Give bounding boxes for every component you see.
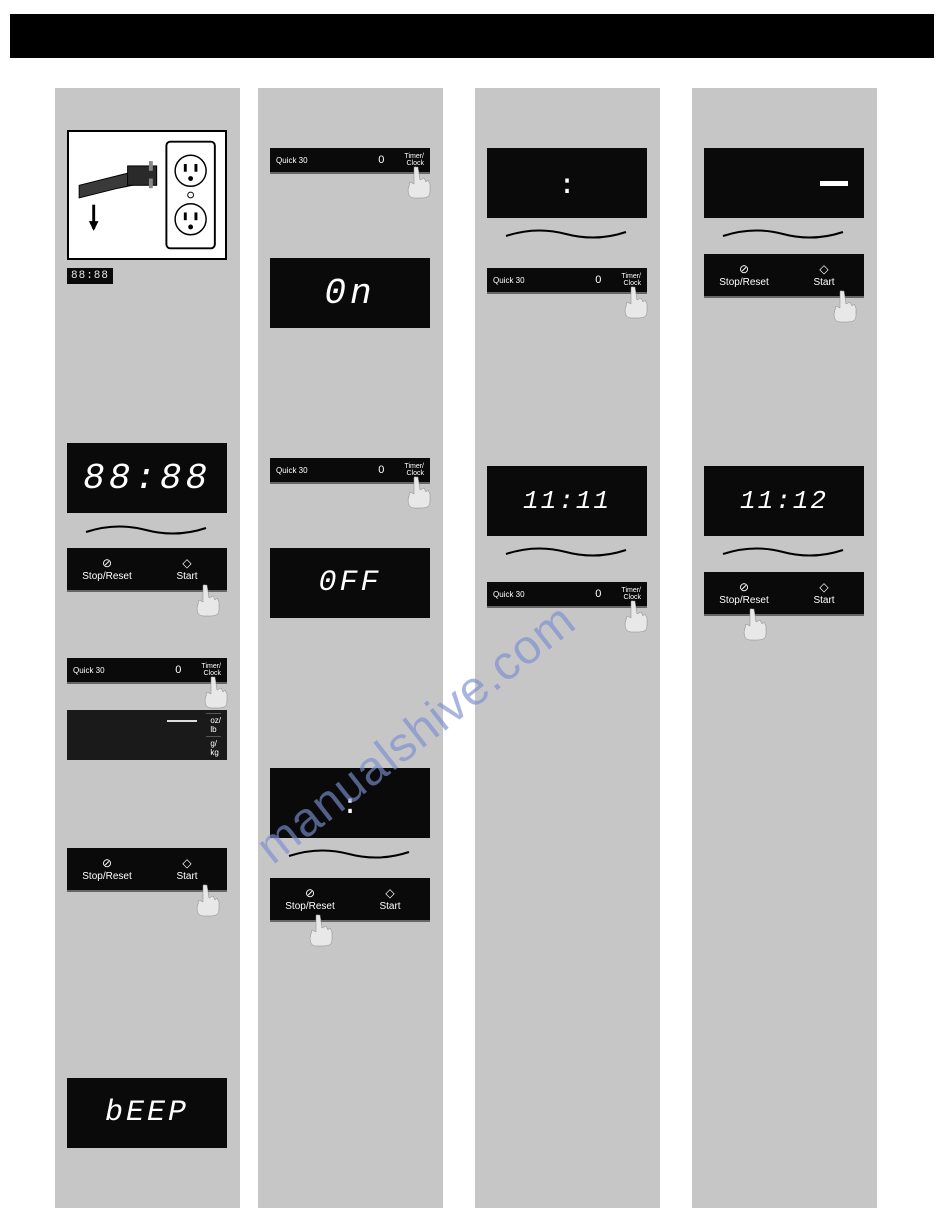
start-label: Start: [813, 595, 834, 606]
zero-label[interactable]: 0: [595, 588, 601, 600]
wave-line: [501, 224, 631, 244]
start-label: Start: [813, 277, 834, 288]
display-dash: [704, 148, 864, 218]
quick30-bar-3b: Quick 30 0 Timer/Clock: [487, 582, 647, 608]
quick30-label[interactable]: Quick 30: [276, 466, 378, 475]
stop-start-bar-1: ⊘ Stop/Reset ◇ Start: [67, 548, 227, 592]
start-label: Start: [176, 571, 197, 582]
zero-label[interactable]: 0: [595, 274, 601, 286]
stop-icon: ⊘: [305, 887, 315, 899]
dash-segment: [820, 181, 848, 186]
column-1: 88:88 88:88 ⊘ Stop/Reset ◇ Start Quick 3…: [55, 88, 240, 1208]
stop-reset-label: Stop/Reset: [719, 595, 768, 606]
wave-line: [718, 224, 848, 244]
stop-reset-label: Stop/Reset: [719, 277, 768, 288]
zero-label[interactable]: 0: [378, 464, 384, 476]
start-label: Start: [176, 871, 197, 882]
quick30-bar-1: Quick 30 0 Timer/Clock: [67, 658, 227, 684]
start-icon: ◇: [182, 857, 191, 869]
start-icon: ◇: [385, 887, 394, 899]
display-on: 0n: [270, 258, 430, 328]
zero-label[interactable]: 0: [175, 664, 181, 676]
unit-indicator-panel: oz/lb g/kg: [67, 710, 227, 760]
quick30-bar-2b: Quick 30 0 Timer/Clock: [270, 458, 430, 484]
header-bar: [10, 14, 934, 58]
stop-start-bar-3: ⊘ Stop/Reset ◇ Start: [270, 878, 430, 922]
timer-clock-button[interactable]: Timer/Clock: [621, 273, 641, 287]
wave-line: [284, 844, 414, 864]
start-label: Start: [379, 901, 400, 912]
stop-reset-label: Stop/Reset: [82, 571, 131, 582]
small-display-8888: 88:88: [67, 268, 113, 284]
stop-reset-button[interactable]: ⊘ Stop/Reset: [270, 878, 350, 922]
quick30-label[interactable]: Quick 30: [493, 590, 595, 599]
display-off: 0FF: [270, 548, 430, 618]
stop-start-bar-2: ⊘ Stop/Reset ◇ Start: [67, 848, 227, 892]
colon-text: :: [342, 787, 359, 820]
quick30-label[interactable]: Quick 30: [73, 666, 175, 675]
wave-line: [501, 542, 631, 562]
display-text: 0FF: [318, 566, 381, 600]
display-8888: 88:88: [67, 443, 227, 513]
zero-label[interactable]: 0: [378, 154, 384, 166]
stop-icon: ⊘: [739, 263, 749, 275]
display-1112: 11:12: [704, 466, 864, 536]
start-button[interactable]: ◇ Start: [350, 878, 430, 922]
display-colon-3: :: [487, 148, 647, 218]
wave-line: [81, 520, 211, 540]
column-3: : Quick 30 0 Timer/Clock 11:11 Quick 30 …: [475, 88, 660, 1208]
quick30-label[interactable]: Quick 30: [276, 156, 378, 165]
stop-reset-button[interactable]: ⊘ Stop/Reset: [67, 548, 147, 592]
stop-reset-button[interactable]: ⊘ Stop/Reset: [67, 848, 147, 892]
start-button[interactable]: ◇ Start: [147, 548, 227, 592]
unit-oz-lb: oz/lb: [206, 713, 221, 734]
display-text: 88:88: [83, 458, 211, 499]
stop-reset-button[interactable]: ⊘ Stop/Reset: [704, 572, 784, 616]
timer-clock-button[interactable]: Timer/Clock: [404, 463, 424, 477]
start-icon: ◇: [819, 263, 828, 275]
colon-text: :: [559, 167, 576, 200]
start-icon: ◇: [819, 581, 828, 593]
timer-clock-button[interactable]: Timer/Clock: [201, 663, 221, 677]
start-button[interactable]: ◇ Start: [784, 572, 864, 616]
start-button[interactable]: ◇ Start: [147, 848, 227, 892]
quick30-label[interactable]: Quick 30: [493, 276, 595, 285]
start-icon: ◇: [182, 557, 191, 569]
column-2: Quick 30 0 Timer/Clock 0n Quick 30 0 Tim…: [258, 88, 443, 1208]
stop-icon: ⊘: [739, 581, 749, 593]
stop-start-bar-4b: ⊘ Stop/Reset ◇ Start: [704, 572, 864, 616]
display-text: 0n: [324, 273, 375, 314]
stop-start-bar-4a: ⊘ Stop/Reset ◇ Start: [704, 254, 864, 298]
quick30-bar-3a: Quick 30 0 Timer/Clock: [487, 268, 647, 294]
start-button[interactable]: ◇ Start: [784, 254, 864, 298]
plug-outlet-illustration: [67, 130, 227, 260]
column-4: ⊘ Stop/Reset ◇ Start 11:12 ⊘ Stop/Reset …: [692, 88, 877, 1208]
quick30-bar-2a: Quick 30 0 Timer/Clock: [270, 148, 430, 174]
display-beep: bEEP: [67, 1078, 227, 1148]
stop-icon: ⊘: [102, 557, 112, 569]
stop-reset-button[interactable]: ⊘ Stop/Reset: [704, 254, 784, 298]
display-text: bEEP: [105, 1096, 189, 1130]
display-text: 11:12: [740, 486, 828, 516]
wave-line: [718, 542, 848, 562]
stop-reset-label: Stop/Reset: [285, 901, 334, 912]
display-colon-2: :: [270, 768, 430, 838]
unit-g-kg: g/kg: [206, 736, 221, 757]
display-1111: 11:11: [487, 466, 647, 536]
timer-clock-button[interactable]: Timer/Clock: [404, 153, 424, 167]
timer-clock-button[interactable]: Timer/Clock: [621, 587, 641, 601]
display-text: 11:11: [523, 486, 611, 516]
stop-icon: ⊘: [102, 857, 112, 869]
stop-reset-label: Stop/Reset: [82, 871, 131, 882]
